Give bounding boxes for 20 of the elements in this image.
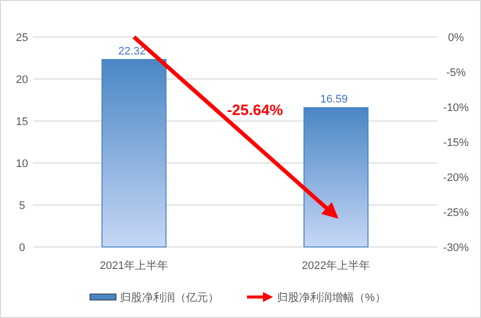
y-tick-label: 15	[16, 116, 28, 128]
y2-tick-label: -20%	[443, 172, 470, 184]
y2-tick-label: -10%	[443, 102, 470, 114]
y2-tick-label: -15%	[443, 137, 470, 149]
y2-tick-label: 0%	[448, 32, 464, 44]
y2-tick-label: -25%	[443, 207, 470, 219]
y-tick-label: 5	[18, 200, 26, 212]
legend-label: 归股净利润（亿元）	[120, 291, 219, 304]
data-label: 22.32	[118, 46, 146, 58]
y-tick-label: 25	[16, 32, 28, 44]
data-label: 16.59	[320, 94, 348, 106]
x-tick-label: 2022年上半年	[302, 259, 370, 272]
legend-label: 归股净利润增幅（%）	[277, 291, 386, 304]
annotation: -25.64%	[227, 102, 283, 119]
y-tick-label: 10	[16, 158, 28, 170]
y2-tick-label: -5%	[446, 67, 466, 79]
y2-tick-label: -30%	[443, 242, 470, 254]
y-tick-label: 0	[18, 242, 26, 254]
y-tick-label: 20	[16, 74, 28, 86]
x-tick-label: 2021年上半年	[100, 259, 168, 272]
